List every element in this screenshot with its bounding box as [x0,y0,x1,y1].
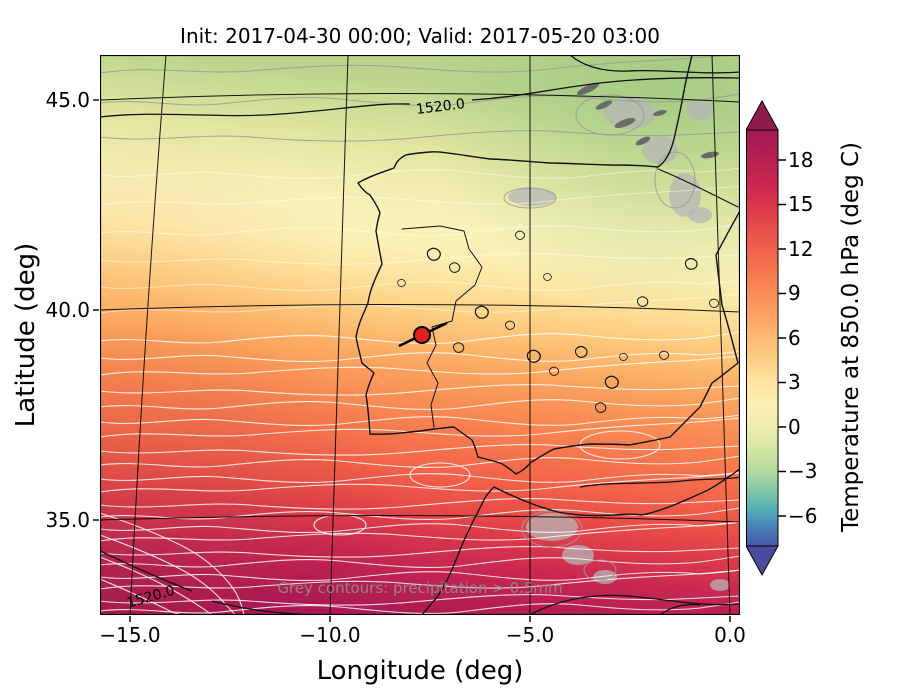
x-tick-label: 0.0 [714,623,746,647]
colorbar-tick-label: 0 [788,415,801,439]
y-axis-label: Latitude (deg) [11,242,41,428]
colorbar-tick-label: 9 [788,281,801,305]
graticule [100,55,740,615]
coastlines [355,55,740,615]
plot-frame [100,55,740,615]
colorbar-label: Temperature at 850.0 hPa (deg C) [838,141,864,533]
precipitation-dark-streaks [577,83,719,159]
colorbar-tick-label: −3 [788,459,818,483]
colorbar-tick-label: 6 [788,326,801,350]
x-tick-label: −15.0 [99,623,161,647]
station-marker [398,321,448,348]
colorbar-tick-label: 18 [788,148,814,172]
colorbar-gradient [746,129,779,547]
y-tick-label: 35.0 [45,508,90,532]
colorbar-tick-label: 3 [788,370,801,394]
x-tick-label: −10.0 [299,623,361,647]
height-contour-label-top: 1520.0 [415,96,466,118]
y-tick-label: 45.0 [45,88,90,112]
colorbar [746,100,786,577]
height-contours [100,55,740,615]
map-plot: 1520.0 1520.0 Grey contours: precipitati… [100,55,740,615]
x-axis-label: Longitude (deg) [316,656,524,686]
precipitation-note: Grey contours: precipitation > 0.5mm [277,579,562,597]
colorbar-tick-label: −6 [788,504,818,528]
plot-title: Init: 2017-04-30 00:00; Valid: 2017-05-2… [180,24,660,48]
colorbar-bottom-arrow [746,545,779,577]
colorbar-tick-label: 12 [788,237,814,261]
colorbar-tick-marks [778,159,786,517]
colorbar-tick-label: 15 [788,192,814,216]
x-tick-label: −5.0 [505,623,555,647]
y-tick-label: 40.0 [45,298,90,322]
